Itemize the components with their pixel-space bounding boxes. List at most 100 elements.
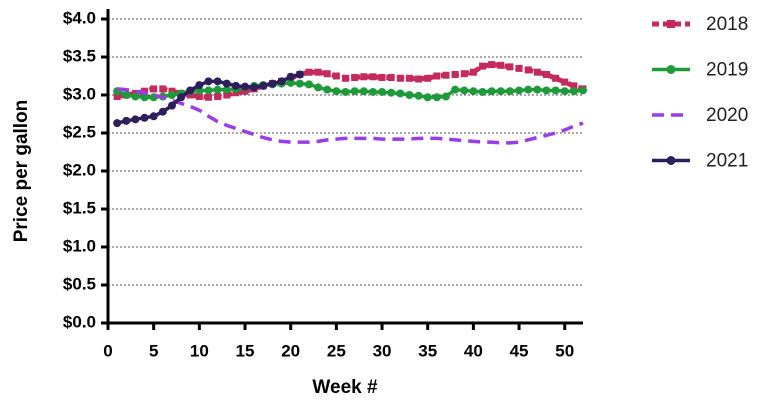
point [268,79,277,88]
point [186,86,195,95]
point [378,74,386,82]
y-tick-label: $3.5 [63,46,96,65]
point [314,68,322,76]
point [396,74,404,82]
point [387,88,396,97]
point [295,79,304,88]
point [460,86,469,95]
point [515,64,523,72]
y-axis-title: Price per gallon [11,100,32,243]
point [214,93,222,101]
x-tick-label: 40 [464,341,483,360]
point [442,71,450,79]
point [150,85,158,93]
point [524,85,533,94]
x-tick-label: 25 [327,341,346,360]
y-tick-label: $2.0 [63,160,96,179]
y-tick-label: $3.0 [63,84,96,103]
y-tick-label: $1.0 [63,236,96,255]
point [560,87,569,96]
point [250,83,259,92]
point [213,77,222,86]
series-line [116,87,584,145]
point [323,70,331,78]
point [158,107,167,116]
point [415,75,423,83]
point [231,81,240,90]
x-tick-label: 35 [418,341,437,360]
legend-label: 2021 [706,151,748,172]
point [259,81,268,90]
point [569,87,578,96]
x-tick-label: 20 [281,341,300,360]
point [368,87,377,96]
point [241,82,250,91]
point [533,68,541,76]
point [552,74,560,82]
point [479,62,487,70]
point [286,72,295,81]
point [131,92,140,101]
point [359,87,368,96]
y-tick-label: $0.0 [63,312,96,331]
point [213,85,222,94]
x-tick-label: 30 [373,341,392,360]
point [149,112,158,121]
point [204,77,213,86]
point [478,87,487,96]
point [222,79,231,88]
point [131,115,140,124]
x-tick-label: 45 [510,341,529,360]
y-tick-label: $4.0 [63,8,96,27]
legend-marker [666,65,676,74]
x-tick-label: 0 [103,341,112,360]
point [305,68,313,76]
point [332,72,340,80]
point [122,116,131,125]
point [159,85,167,93]
point [405,91,414,99]
point [369,73,377,81]
point [433,72,441,80]
point [113,93,121,101]
legend-label: 2019 [706,60,748,81]
point [351,74,359,82]
point [277,77,286,86]
y-tick-label: $0.5 [63,274,96,293]
point [342,74,349,82]
point [360,73,368,81]
point [204,86,213,95]
point [304,80,313,89]
point [460,70,468,78]
point [387,74,395,82]
x-axis-title: Week # [312,377,378,398]
point [414,91,423,100]
point [432,93,441,102]
legend-marker [666,156,676,165]
point [497,61,505,69]
point [140,113,149,122]
point [341,87,350,96]
point [295,70,304,79]
x-tick-label: 50 [555,341,574,360]
x-tick-label: 10 [190,341,209,360]
point [195,93,203,101]
point [515,86,524,95]
point [469,68,477,76]
point [423,93,432,102]
point [561,78,569,86]
point [323,85,332,94]
point [496,87,505,96]
point [579,86,587,95]
point [441,92,450,101]
point [405,74,413,82]
point [469,87,478,96]
point [542,86,551,95]
point [223,91,231,99]
point [505,87,514,96]
point [570,82,578,90]
point [177,93,186,102]
point [122,91,131,99]
series-line [116,62,584,100]
legend-label: 2018 [706,14,748,35]
